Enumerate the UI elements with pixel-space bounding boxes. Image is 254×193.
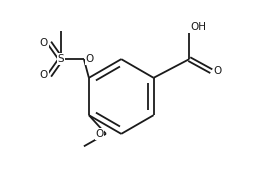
- Text: O: O: [85, 54, 94, 64]
- Text: O: O: [95, 129, 104, 139]
- Text: OH: OH: [190, 22, 206, 32]
- Text: O: O: [214, 66, 222, 76]
- Text: O: O: [40, 38, 48, 48]
- Text: S: S: [58, 54, 64, 64]
- Text: O: O: [40, 70, 48, 80]
